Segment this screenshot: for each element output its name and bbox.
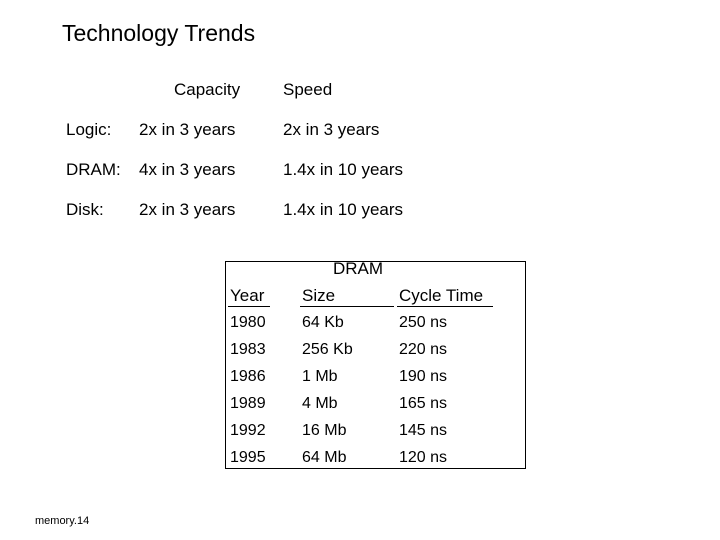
dram-cell-cycle-time: 165 ns	[399, 395, 448, 412]
dram-table-frame	[225, 261, 526, 469]
trend-row-speed-dram: 1.4x in 10 years	[283, 160, 404, 179]
dram-cell-size: 64 Kb	[302, 314, 344, 331]
speed-header: Speed	[283, 80, 333, 99]
trend-row-label-disk: Disk:	[66, 200, 104, 219]
trend-row-label-logic: Logic:	[66, 120, 112, 139]
trend-row-label-dram: DRAM:	[66, 160, 121, 179]
dram-col-size-header: Size	[302, 286, 336, 305]
dram-cell-year: 1986	[230, 368, 266, 385]
trend-row-capacity-logic: 2x in 3 years	[139, 120, 236, 139]
dram-cell-size: 256 Kb	[302, 341, 353, 358]
trend-row-speed-logic: 2x in 3 years	[283, 120, 380, 139]
dram-col-size-underline	[300, 306, 394, 307]
dram-cell-year: 1992	[230, 422, 266, 439]
dram-cell-year: 1989	[230, 395, 266, 412]
trend-row-speed-disk: 1.4x in 10 years	[283, 200, 404, 219]
dram-col-cycle-underline	[397, 306, 493, 307]
dram-cell-cycle-time: 120 ns	[399, 449, 448, 466]
capacity-header: Capacity	[174, 80, 241, 99]
dram-cell-cycle-time: 145 ns	[399, 422, 448, 439]
dram-cell-year: 1980	[230, 314, 266, 331]
dram-cell-year: 1995	[230, 449, 266, 466]
dram-col-year-underline	[228, 306, 270, 307]
dram-cell-cycle-time: 190 ns	[399, 368, 448, 385]
dram-cell-size: 4 Mb	[302, 395, 338, 412]
dram-cell-cycle-time: 250 ns	[399, 314, 448, 331]
slide-footer: memory.14	[35, 515, 90, 527]
trend-row-capacity-dram: 4x in 3 years	[139, 160, 236, 179]
page-title: Technology Trends	[62, 20, 256, 46]
dram-cell-size: 1 Mb	[302, 368, 338, 385]
dram-cell-year: 1983	[230, 341, 266, 358]
dram-cell-size: 64 Mb	[302, 449, 347, 466]
dram-col-year-header: Year	[230, 286, 265, 305]
dram-cell-cycle-time: 220 ns	[399, 341, 448, 358]
dram-col-cycle-header: Cycle Time	[399, 286, 484, 305]
trend-row-capacity-disk: 2x in 3 years	[139, 200, 236, 219]
dram-cell-size: 16 Mb	[302, 422, 347, 439]
dram-table-caption: DRAM	[333, 259, 384, 278]
